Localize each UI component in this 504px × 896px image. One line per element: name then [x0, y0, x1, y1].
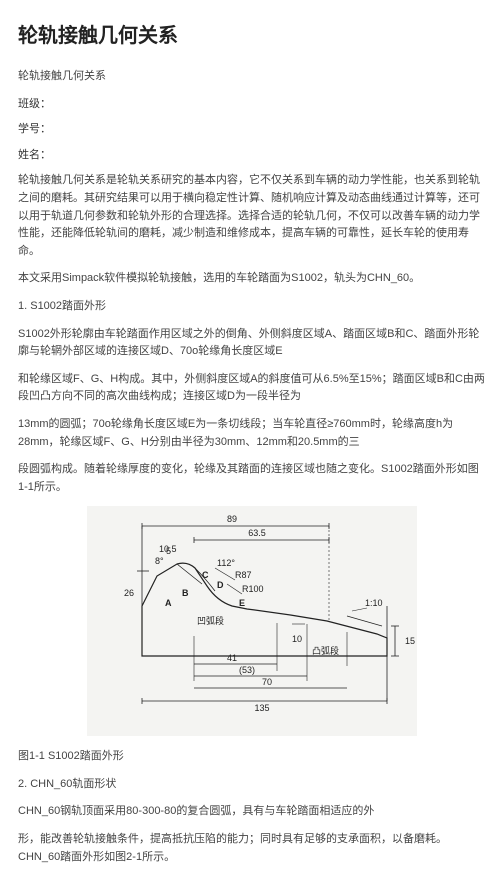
dim-8deg: 8°	[155, 556, 164, 566]
paragraph: S1002外形轮廓由车轮踏面作用区域之外的倒角、外侧斜度区域A、踏面区域B和C、…	[18, 326, 486, 361]
dim-26: 26	[124, 588, 134, 598]
dim-1-10: 1:10	[365, 598, 383, 608]
name-field: 姓名：	[18, 147, 486, 165]
section-heading: 1. S1002踏面外形	[18, 298, 486, 316]
zone-E: E	[239, 598, 245, 608]
zone-A: A	[165, 598, 172, 608]
paragraph: 轮轨接触几何关系是轮轨关系研究的基本内容，它不仅关系到车辆的动力学性能，也关系到…	[18, 172, 486, 260]
zone-B: B	[182, 588, 189, 598]
dim-112deg: 112°	[217, 558, 235, 568]
dim-70: 70	[262, 677, 272, 687]
paragraph: 本文采用Simpack软件模拟轮轨接触，选用的车轮踏面为S1002，轨头为CHN…	[18, 270, 486, 288]
dim-10: 10	[292, 634, 302, 644]
section-heading: 2. CHN_60轨面形状	[18, 776, 486, 794]
profile-outline	[142, 563, 387, 656]
zone-label-2: 凸弧段	[312, 645, 339, 656]
dim-R100: R100	[242, 584, 264, 594]
dim-63-5: 63.5	[248, 528, 266, 538]
paragraph: 13mm的圆弧；70o轮缘角长度区域E为一条切线段；当车轮直径≥760mm时，轮…	[18, 416, 486, 451]
dim-15: 15	[405, 636, 415, 646]
zone-C: C	[202, 570, 209, 580]
wheel-profile-diagram: 89 63.5 26 10.5 8° 112° R87 R100 A B C D…	[87, 506, 417, 736]
id-field: 学号：	[18, 121, 486, 139]
figure-caption: 图1-1 S1002踏面外形	[18, 748, 486, 766]
dim-89: 89	[227, 514, 237, 524]
dim-53: (53)	[239, 665, 255, 675]
dim-R87: R87	[235, 570, 252, 580]
dim-135: 135	[254, 703, 269, 713]
dim-5: 5	[166, 546, 171, 556]
class-field: 班级：	[18, 96, 486, 114]
paragraph: CHN_60钢轨顶面采用80-300-80的复合圆弧，具有与车轮踏面相适应的外	[18, 803, 486, 821]
paragraph: 段圆弧构成。随着轮缘厚度的变化，轮缘及其踏面的连接区域也随之变化。S1002踏面…	[18, 461, 486, 496]
paragraph: 和轮缘区域F、G、H构成。其中，外侧斜度区域A的斜度值可从6.5%至15%；踏面…	[18, 371, 486, 406]
dim-41: 41	[227, 653, 237, 663]
zone-D: D	[217, 580, 224, 590]
subtitle-line: 轮轨接触几何关系	[18, 68, 486, 86]
page-title: 轮轨接触几何关系	[18, 20, 486, 52]
zone-label-1: 凹弧段	[197, 615, 224, 626]
paragraph: 形，能改善轮轨接触条件，提高抵抗压陷的能力；同时具有足够的支承面积，以备磨耗。C…	[18, 831, 486, 866]
